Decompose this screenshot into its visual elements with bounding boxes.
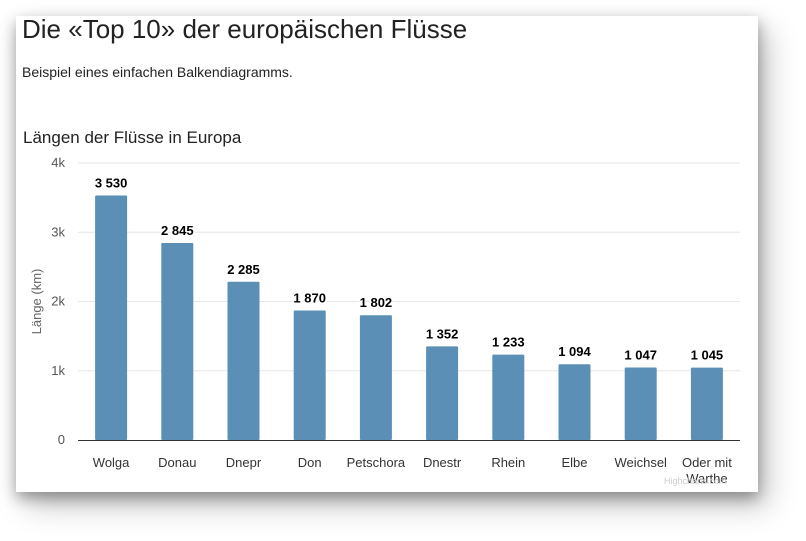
bar[interactable] — [227, 281, 260, 440]
y-tick-label: 1k — [51, 363, 65, 378]
x-tick-label: Petschora — [347, 455, 406, 470]
x-tick-label: Don — [298, 455, 322, 470]
y-tick-label: 0 — [58, 432, 65, 447]
data-label: 1 870 — [293, 291, 326, 306]
x-tick-label: Dnestr — [423, 455, 462, 470]
y-tick-label: 4k — [51, 155, 65, 170]
bar[interactable] — [95, 195, 128, 440]
bar[interactable] — [293, 310, 326, 440]
x-tick-label: Weichsel — [614, 455, 667, 470]
y-axis-ticks: 0 1k 2k 3k 4k — [51, 155, 65, 447]
bar[interactable] — [624, 367, 657, 440]
x-tick-label: Donau — [158, 455, 196, 470]
x-tick-label: Elbe — [561, 455, 587, 470]
data-label: 1 352 — [426, 326, 459, 341]
chart-credits[interactable]: Highcharts.com — [664, 476, 727, 486]
x-tick-label: Dnepr — [226, 455, 262, 470]
x-tick-label: Oder mit Warthe — [682, 455, 732, 486]
page-subtitle: Beispiel eines einfachen Balkendiagramms… — [22, 64, 293, 80]
x-tick-label: Wolga — [93, 455, 130, 470]
y-axis-title: Länge (km) — [29, 269, 44, 335]
data-label: 1 802 — [360, 295, 393, 310]
data-label: 1 233 — [492, 335, 525, 350]
data-labels: 3 530 2 845 2 285 1 870 1 802 1 352 1 233 1 094… — [93, 174, 724, 364]
data-label: 2 845 — [161, 223, 194, 238]
bar[interactable] — [558, 364, 591, 440]
data-label: 1 045 — [691, 348, 724, 363]
data-label: 1 047 — [624, 347, 657, 362]
x-tick-label: Rhein — [491, 455, 525, 470]
x-axis-labels: Wolga Donau Dnepr Don Petschora Dnestr Rhein El… — [93, 455, 732, 486]
y-tick-label: 2k — [51, 294, 65, 309]
data-label: 3 530 — [95, 176, 128, 191]
bar-series — [95, 195, 723, 440]
chart-title: Längen der Flüsse in Europa — [23, 128, 242, 147]
data-label: 1 094 — [558, 344, 591, 359]
bar[interactable] — [690, 367, 723, 440]
data-label: 2 285 — [227, 262, 260, 277]
bar[interactable] — [359, 315, 392, 440]
page-title: Die «Top 10» der europäischen Flüsse — [22, 14, 468, 44]
bar[interactable] — [426, 346, 459, 440]
bar[interactable] — [161, 242, 194, 440]
y-tick-label: 3k — [51, 224, 65, 239]
bar[interactable] — [492, 354, 525, 440]
